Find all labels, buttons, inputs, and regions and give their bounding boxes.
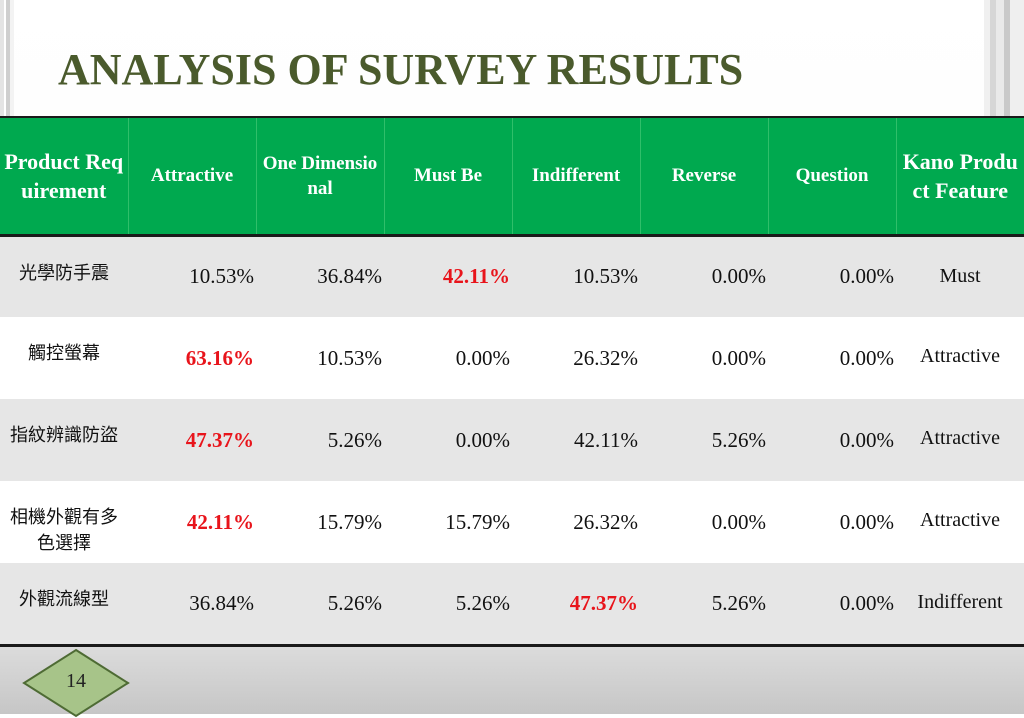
table-cell-attractive: 47.37% [185,427,254,452]
table-cell-question: 0.00% [839,509,894,534]
row-product-requirement: 觸控螢幕 [28,343,100,364]
header-attractive: Attractive [128,117,257,235]
header-product-requirement: Product Requirement [0,117,129,235]
table-cell-one-dimensional: 5.26% [327,427,382,452]
row-kano-feature: Indifferent [917,591,1003,613]
table-row: 相機外觀有多色選擇 42.11% 15.79% 15.79% 26.32% 0.00% 0.… [0,481,1024,563]
table-cell-reverse: 5.26% [711,427,766,452]
table-row: 觸控螢幕 63.16% 10.53% 0.00% 26.32% 0.00% 0.00% Att… [0,317,1024,399]
header-kano-product-feature: Kano Product Feature [902,148,1018,203]
table-cell-attractive: 36.84% [189,590,254,615]
page-number: 14 [66,670,86,692]
header-reverse: Reverse [640,117,769,235]
table-cell-reverse: 0.00% [711,345,766,370]
table-cell-reverse: 0.00% [711,264,766,289]
table-cell-indifferent: 42.11% [574,427,638,452]
row-product-requirement: 相機外觀有多色選擇 [10,507,118,554]
table-cell-must-be: 0.00% [455,345,510,370]
table-cell-attractive: 42.11% [186,509,254,534]
row-kano-feature: Attractive [920,509,1000,531]
table-cell-one-dimensional: 10.53% [317,345,382,370]
row-kano-feature: Must [939,264,981,287]
table-cell-indifferent: 47.37% [569,590,638,615]
row-kano-feature: Attractive [920,427,1000,449]
table-row: 指紋辨識防盜 47.37% 5.26% 0.00% 42.11% 5.26% 0.00% At… [0,399,1024,481]
header-must-be: Must Be [384,117,513,235]
table-body: 光學防手震 10.53% 36.84% 42.11% 10.53% 0.00% 0.00% M… [0,235,1024,645]
table-cell-reverse: 0.00% [711,509,766,534]
slide-title: ANALYSIS OF SURVEY RESULTS [58,45,744,94]
table-cell-question: 0.00% [839,427,894,452]
table-row: 外觀流線型 36.84% 5.26% 5.26% 47.37% 5.26% 0.00% Ind… [0,563,1024,645]
table-cell-indifferent: 10.53% [573,264,638,289]
table-cell-must-be: 0.00% [455,427,510,452]
table-cell-indifferent: 26.32% [573,345,638,370]
table-row: 光學防手震 10.53% 36.84% 42.11% 10.53% 0.00% 0.00% M… [0,235,1024,317]
right-decorative-stripes [984,0,1024,714]
row-kano-feature: Attractive [920,345,1000,367]
table-cell-reverse: 5.26% [711,590,766,615]
table-cell-question: 0.00% [839,345,894,370]
table-cell-one-dimensional: 15.79% [317,509,382,534]
table-cell-must-be: 15.79% [445,509,510,534]
table-cell-indifferent: 26.32% [573,509,638,534]
page-number-badge: 14 [22,648,130,718]
table-cell-attractive: 63.16% [185,345,254,370]
table-cell-question: 0.00% [839,590,894,615]
header-indifferent: Indifferent [512,117,641,235]
bottom-band [0,646,1024,714]
table-cell-one-dimensional: 36.84% [317,264,382,289]
row-product-requirement: 外觀流線型 [19,589,109,610]
table-cell-must-be: 5.26% [455,590,510,615]
table-cell-attractive: 10.53% [189,264,254,289]
survey-results-table: Product Requirement Attractive One Dimen… [0,116,1024,647]
header-question: Question [768,117,897,235]
header-one-dimensional: One Dimensional [256,117,385,235]
survey-results-table-container: Product Requirement Attractive One Dimen… [0,116,1024,647]
table-cell-one-dimensional: 5.26% [327,590,382,615]
row-product-requirement: 光學防手震 [19,262,109,284]
row-product-requirement: 指紋辨識防盜 [10,425,118,446]
table-cell-must-be: 42.11% [442,264,510,289]
table-header-row: Product Requirement Attractive One Dimen… [0,117,1024,235]
table-cell-question: 0.00% [839,264,894,289]
